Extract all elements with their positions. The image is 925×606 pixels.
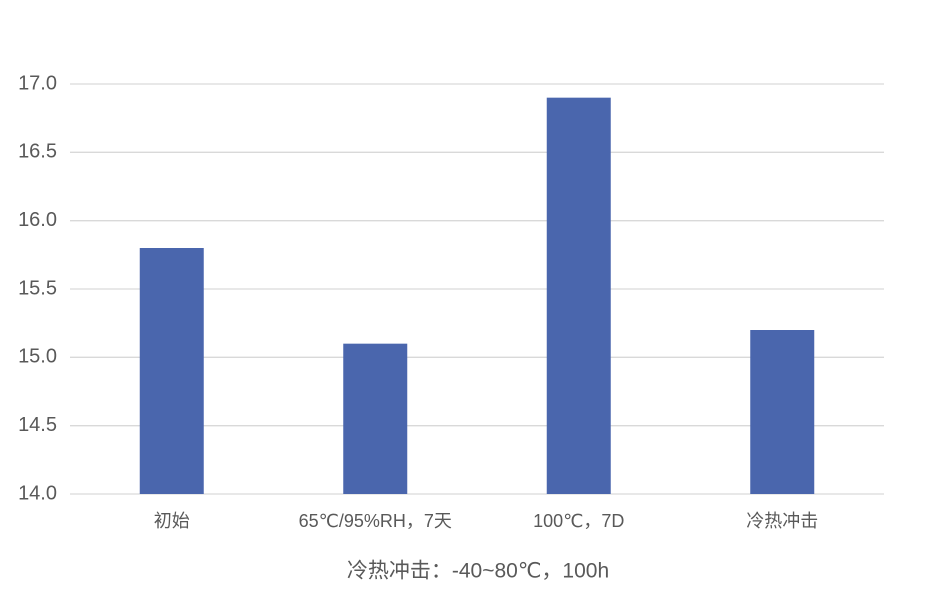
bar [546, 97, 611, 495]
x-tick-label: 65℃/95%RH，7天 [299, 511, 452, 531]
x-tick-label: 初始 [154, 511, 190, 531]
y-tick-label: 14.5 [18, 414, 57, 436]
bar [750, 330, 815, 494]
x-tick-label: 冷热冲击 [746, 511, 818, 531]
bar [343, 343, 408, 494]
y-tick-label: 17.0 [18, 72, 57, 94]
y-tick-label: 16.0 [18, 209, 57, 231]
bar [139, 248, 204, 494]
y-tick-label: 16.5 [18, 141, 57, 163]
y-tick-label: 14.0 [18, 482, 57, 504]
x-tick-label: 100℃，7D [533, 511, 624, 531]
y-tick-label: 15.0 [18, 346, 57, 368]
y-tick-label: 15.5 [18, 277, 57, 299]
x-axis-label: 冷热冲击：-40~80℃，100h [347, 560, 609, 583]
